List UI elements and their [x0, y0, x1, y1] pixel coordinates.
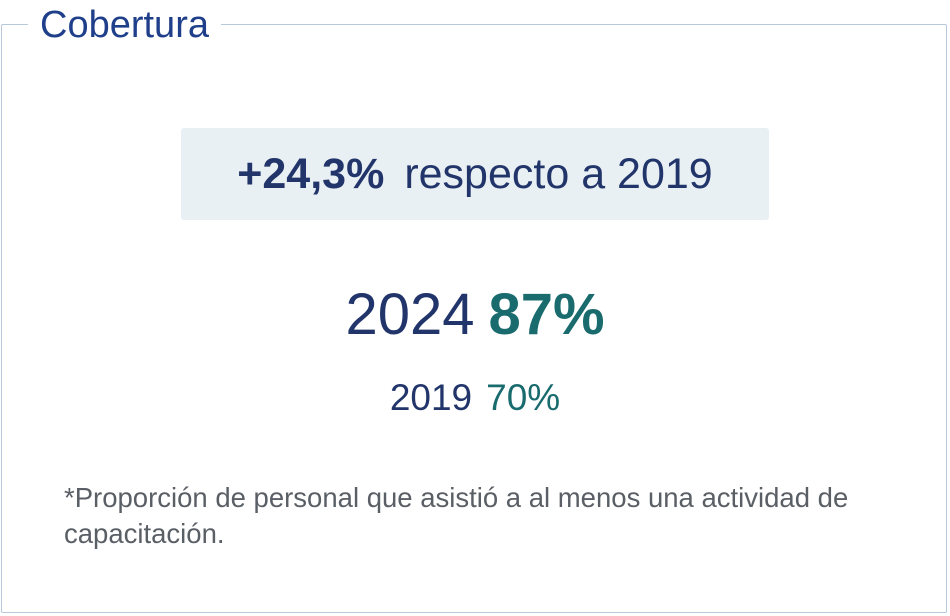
- card-title: Cobertura: [28, 3, 221, 47]
- current-metric: 2024 87%: [0, 280, 950, 350]
- previous-percent: 70%: [486, 377, 561, 418]
- delta-badge: +24,3% respecto a 2019: [181, 128, 769, 220]
- previous-metric: 2019 70%: [0, 374, 950, 422]
- card-frame: [1, 24, 947, 613]
- previous-year: 2019: [389, 377, 473, 418]
- current-percent: 87%: [488, 282, 605, 347]
- delta-label: respecto a 2019: [404, 149, 713, 198]
- current-year: 2024: [345, 282, 475, 347]
- footnote: *Proporción de personal que asistió a al…: [64, 482, 849, 549]
- delta-value: +24,3%: [237, 149, 385, 198]
